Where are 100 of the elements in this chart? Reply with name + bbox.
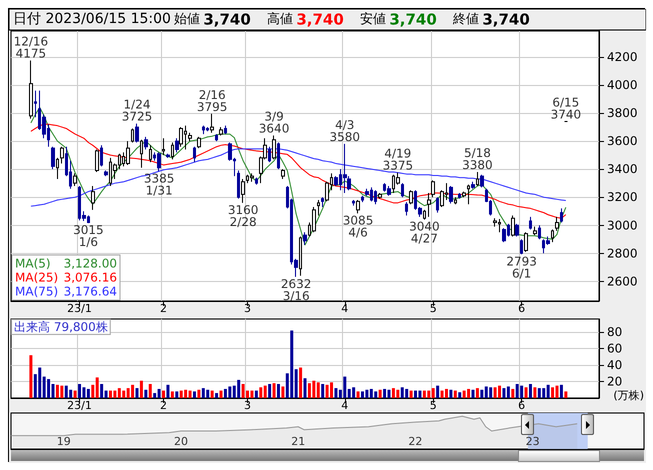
candlestick xyxy=(467,184,470,205)
bar xyxy=(118,388,121,398)
annotation: 5/18 3380 xyxy=(462,146,493,172)
candlestick xyxy=(476,171,479,186)
candlestick xyxy=(533,226,537,236)
bar xyxy=(374,391,378,398)
candlestick xyxy=(454,196,457,205)
candlestick xyxy=(95,149,99,172)
candlestick xyxy=(202,125,205,135)
bar xyxy=(383,388,386,398)
bar xyxy=(215,393,218,398)
bar xyxy=(304,378,306,398)
candlestick xyxy=(299,236,302,276)
candlestick xyxy=(188,132,192,142)
bar xyxy=(511,388,514,398)
x-tick-label: 21 xyxy=(291,435,306,448)
candlestick xyxy=(193,146,196,163)
candlestick xyxy=(303,232,307,246)
candlestick xyxy=(131,128,134,144)
bar xyxy=(268,384,272,398)
x-tick-label: 20 xyxy=(174,435,188,448)
annotation: 1/24 3725 xyxy=(122,98,152,124)
candlestick xyxy=(374,190,377,205)
bar xyxy=(528,384,532,398)
bar xyxy=(489,387,492,398)
candlestick xyxy=(520,238,523,255)
candlestick xyxy=(140,139,143,168)
bar xyxy=(170,391,174,398)
annotation: 3015 1/6 xyxy=(73,223,104,250)
candlestick xyxy=(126,140,130,166)
candlestick xyxy=(210,113,214,134)
text: 高値 3,740 xyxy=(267,10,344,28)
bar xyxy=(202,388,205,398)
candlestick xyxy=(144,136,148,150)
annotation: 12/16 4175 xyxy=(14,34,48,60)
annotation: 2/16 3795 xyxy=(196,88,228,114)
text: MA(25) xyxy=(15,270,58,284)
candlestick xyxy=(471,181,475,190)
bar xyxy=(29,355,32,398)
y-tick-label: 4200 xyxy=(607,50,638,64)
bar xyxy=(410,390,413,398)
bar xyxy=(458,392,462,398)
bar xyxy=(524,387,528,398)
bar xyxy=(356,391,360,398)
candlestick xyxy=(511,214,515,237)
bar xyxy=(343,376,346,398)
bar xyxy=(250,390,254,398)
bar xyxy=(206,390,210,398)
candlestick xyxy=(321,196,324,208)
text: 安値 3,740 xyxy=(360,10,437,28)
bar xyxy=(551,387,554,398)
y-axis-title: (万株) xyxy=(613,389,644,402)
bar xyxy=(180,390,183,398)
candlestick xyxy=(352,200,355,206)
bar xyxy=(472,390,474,398)
x-tick-label: 23/1 xyxy=(67,302,92,315)
x-tick-label: 23 xyxy=(526,435,540,448)
annotation: 3085 4/6 xyxy=(342,213,374,240)
candlestick xyxy=(387,185,391,196)
candlestick xyxy=(423,209,426,220)
y-tick-label: 80 xyxy=(607,325,622,340)
y-tick-label: 4000 xyxy=(607,78,638,92)
annotation: 3,128.00 xyxy=(64,256,117,270)
bar xyxy=(242,384,245,398)
y-tick-label: 40 xyxy=(607,358,622,372)
bar xyxy=(140,380,143,398)
bar xyxy=(454,390,457,398)
bar xyxy=(396,390,400,398)
bar xyxy=(78,384,82,398)
bar xyxy=(220,390,222,398)
annotation: 2632 3/16 xyxy=(280,276,312,303)
bar xyxy=(564,391,568,398)
candlestick xyxy=(219,126,223,136)
annotation: 2793 6/1 xyxy=(506,254,537,280)
bar xyxy=(192,391,196,398)
annotation: 3,076.16 xyxy=(64,270,117,284)
bar xyxy=(64,386,68,398)
candlestick xyxy=(272,134,276,160)
candlestick xyxy=(171,142,174,160)
bar xyxy=(162,390,166,398)
bar xyxy=(560,384,563,398)
candlestick xyxy=(538,224,541,240)
candlestick xyxy=(462,191,466,198)
candlestick xyxy=(378,192,382,200)
candlestick xyxy=(312,206,316,233)
bar xyxy=(264,386,267,398)
candlestick xyxy=(255,177,258,186)
candlestick xyxy=(405,202,408,216)
text: MA(5) xyxy=(15,256,51,270)
bar xyxy=(281,386,284,398)
bar xyxy=(259,387,262,398)
candlestick xyxy=(317,200,320,216)
candlestick xyxy=(104,170,108,177)
candlestick xyxy=(431,180,435,198)
bar xyxy=(400,387,404,398)
bar xyxy=(74,390,77,398)
bar xyxy=(86,388,90,398)
bar xyxy=(494,387,497,398)
chart-title: 出来高 79,800株 xyxy=(14,320,108,334)
bar xyxy=(290,330,294,398)
